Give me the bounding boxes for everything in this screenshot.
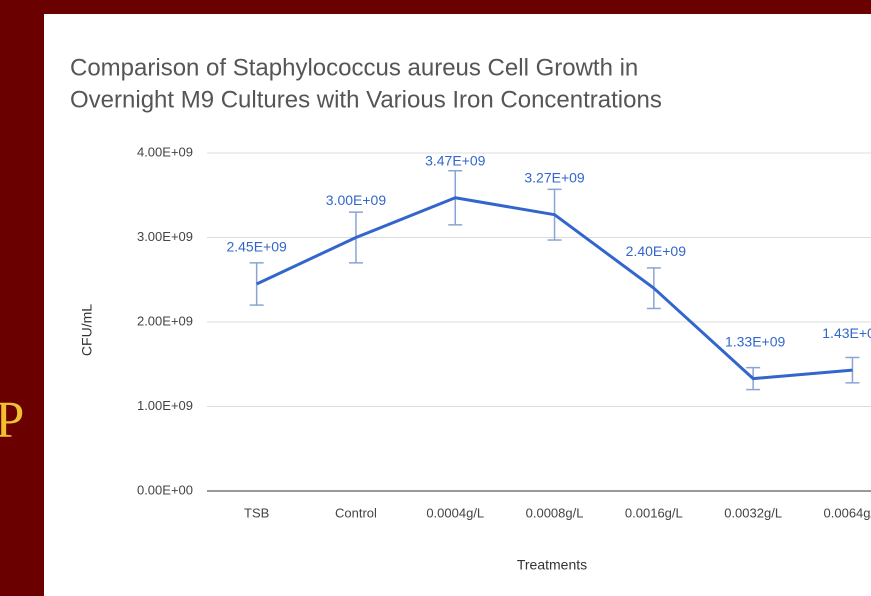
- y-tick-label: 3.00E+09: [137, 229, 193, 244]
- x-tick-label: TSB: [244, 505, 269, 520]
- y-tick-label: 2.00E+09: [137, 313, 193, 328]
- chart-title: Comparison of Staphylococcus aureus Cell…: [70, 54, 638, 81]
- data-line: [256, 196, 853, 381]
- data-label: 1.33E+09: [725, 333, 786, 349]
- error-bar: [845, 356, 860, 384]
- x-axis-label: Treatments: [517, 557, 587, 573]
- x-tick-label: 0.0032g/L: [724, 505, 782, 520]
- chart-title: Overnight M9 Cultures with Various Iron …: [70, 86, 662, 113]
- data-label: 2.45E+09: [226, 239, 287, 255]
- y-axis-label: CFU/mL: [79, 304, 95, 356]
- data-label: 2.40E+09: [626, 243, 687, 259]
- x-tick-label: 0.0016g/L: [625, 505, 683, 520]
- y-tick-label: 0.00E+00: [137, 482, 193, 497]
- x-tick-label: 0.0008g/L: [526, 505, 584, 520]
- x-tick-label: 0.0064g/L: [824, 505, 871, 520]
- data-label: 3.00E+09: [326, 192, 387, 208]
- slide-text-fragment: IP: [0, 392, 24, 449]
- chart-panel: [44, 14, 871, 596]
- data-label: 3.27E+09: [524, 169, 585, 185]
- x-tick-label: Control: [335, 505, 377, 520]
- data-label: 1.43E+09: [822, 325, 871, 341]
- y-tick-label: 1.00E+09: [137, 398, 193, 413]
- data-label: 3.47E+09: [425, 152, 486, 168]
- y-tick-label: 4.00E+09: [137, 144, 193, 159]
- x-tick-label: 0.0004g/L: [426, 505, 484, 520]
